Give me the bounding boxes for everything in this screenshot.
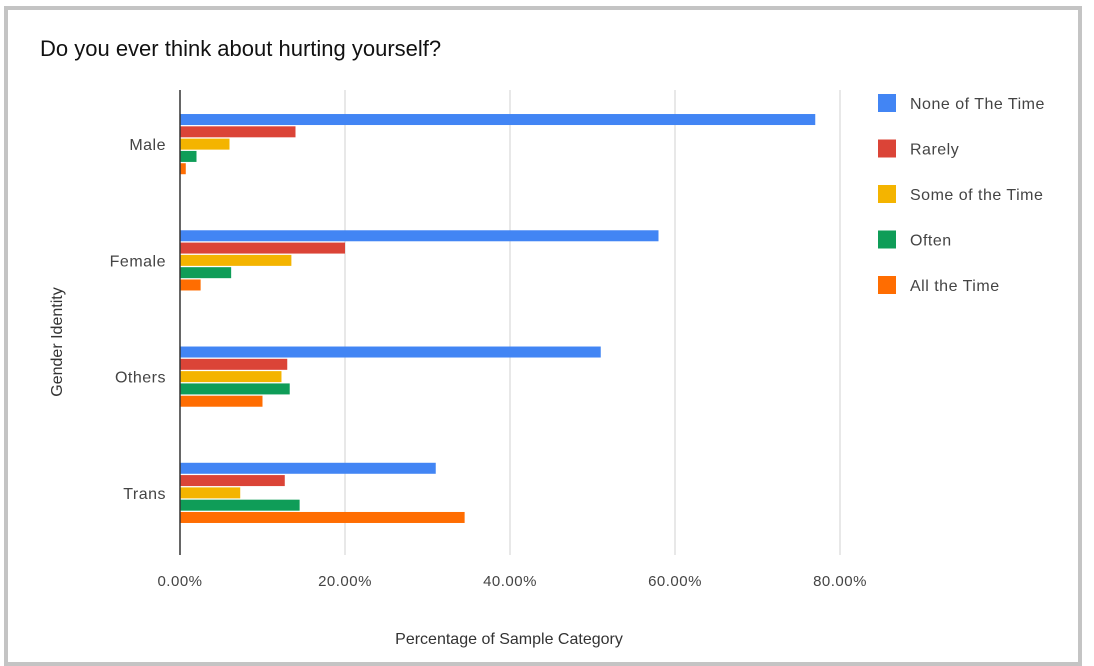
bar-trans-0: [180, 462, 436, 474]
category-label: Others: [115, 370, 166, 387]
bar-trans-4: [180, 511, 465, 523]
bar-trans-1: [180, 475, 285, 487]
bar-female-4: [180, 279, 201, 291]
bar-female-3: [180, 267, 232, 279]
bar-male-3: [180, 150, 197, 162]
x-tick-labels: 0.00% 20.00% 40.00% 60.00% 80.00%: [157, 573, 866, 590]
category-label: Trans: [123, 486, 166, 503]
legend-swatch: [878, 230, 896, 249]
bars: [180, 114, 816, 523]
bar-male-1: [180, 126, 296, 138]
bar-male-0: [180, 114, 816, 126]
legend-label: Rarely: [910, 142, 959, 159]
legend-label: Often: [910, 233, 952, 250]
bar-others-2: [180, 371, 282, 383]
x-tick-label: 60.00%: [648, 573, 702, 590]
bar-trans-2: [180, 487, 241, 499]
bar-others-1: [180, 358, 288, 370]
y-axis-title: Gender Identity: [49, 287, 66, 396]
bar-female-1: [180, 242, 345, 254]
legend-label: Some of the Time: [910, 187, 1043, 204]
bar-female-0: [180, 230, 659, 242]
category-labels: Male Female Others Trans: [110, 137, 166, 503]
x-tick-label: 40.00%: [483, 573, 537, 590]
legend-swatch: [878, 185, 896, 203]
x-axis-title: Percentage of Sample Category: [395, 631, 623, 648]
legend-label: None of The Time: [910, 96, 1045, 113]
bar-others-0: [180, 346, 601, 358]
bar-others-4: [180, 395, 263, 407]
x-tick-label: 80.00%: [813, 573, 867, 590]
chart-title: Do you ever think about hurting yourself…: [40, 36, 441, 61]
category-label: Female: [110, 253, 166, 270]
x-tick-label: 20.00%: [318, 573, 372, 590]
category-label: Male: [129, 137, 166, 154]
legend: None of The Time Rarely Some of the Time Of…: [878, 94, 1045, 295]
legend-swatch: [878, 94, 896, 112]
legend-label: All the Time: [910, 278, 1000, 295]
legend-swatch: [878, 139, 896, 158]
bar-trans-3: [180, 499, 300, 511]
x-tick-label: 0.00%: [157, 573, 202, 590]
bar-female-2: [180, 254, 292, 266]
gridlines: [344, 90, 841, 555]
bar-male-2: [180, 138, 230, 150]
legend-swatch: [878, 276, 896, 294]
bar-male-4: [180, 163, 186, 175]
bar-others-3: [180, 383, 290, 395]
